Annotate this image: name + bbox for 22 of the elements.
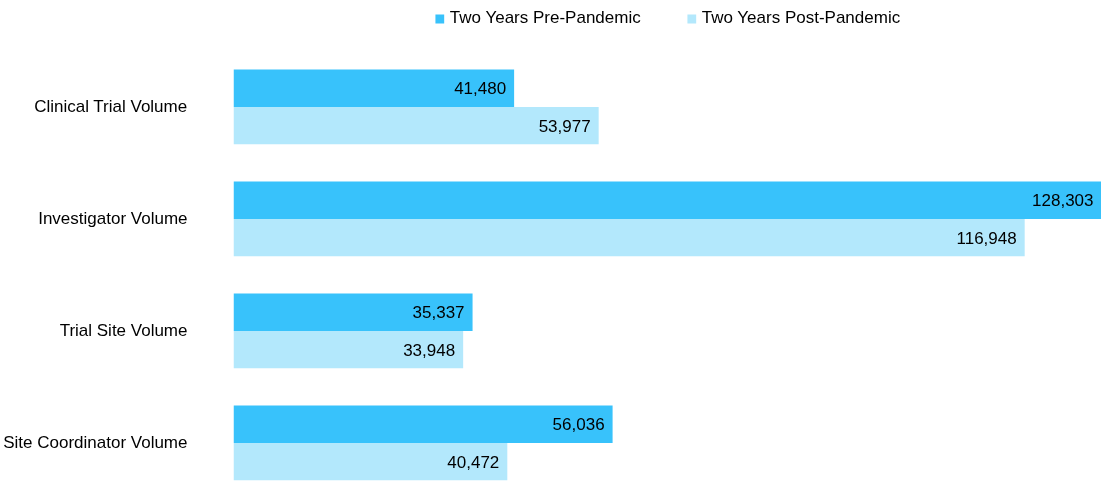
data-label: 40,472 — [447, 452, 500, 472]
bar — [233, 330, 464, 369]
data-label: 116,948 — [956, 228, 1017, 248]
y-tick-label: Clinical Trial Volume — [34, 97, 188, 117]
legend-label: Two Years Post-Pandemic — [701, 8, 901, 28]
data-label: 35,337 — [412, 303, 465, 323]
data-label: 56,036 — [552, 415, 605, 435]
bar — [233, 181, 1101, 219]
y-tick-label: Investigator Volume — [38, 209, 188, 229]
bar — [233, 69, 515, 107]
bar — [233, 218, 1025, 257]
bar — [233, 405, 613, 443]
data-label: 33,948 — [403, 340, 456, 360]
y-tick-label: Trial Site Volume — [59, 321, 188, 341]
data-label: 53,977 — [538, 116, 591, 136]
y-tick-label: Site Coordinator Volume — [3, 433, 188, 453]
bar — [233, 293, 473, 331]
data-label: 128,303 — [1032, 191, 1094, 211]
bar — [233, 106, 599, 145]
bar — [233, 442, 508, 481]
legend-label: Two Years Pre-Pandemic — [449, 8, 641, 28]
data-label: 41,480 — [454, 79, 507, 99]
